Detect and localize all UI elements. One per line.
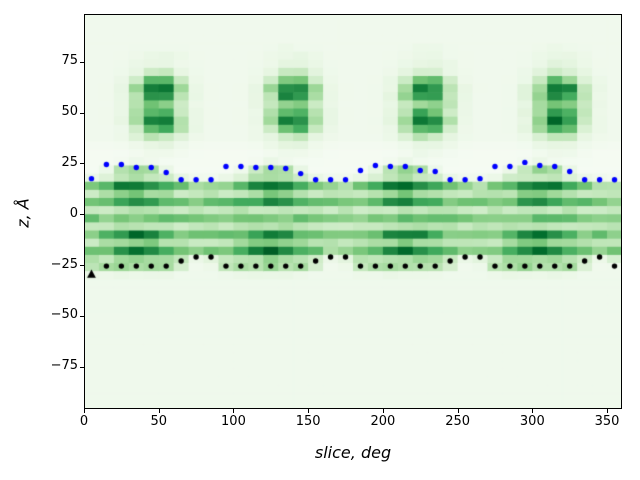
y-tick-label: 25 xyxy=(61,154,78,170)
y-tick-mark xyxy=(80,315,84,317)
y-tick-label: −75 xyxy=(50,358,78,374)
y-tick-mark xyxy=(80,265,84,267)
x-tick-mark xyxy=(158,409,160,413)
x-axis-label: slice, deg xyxy=(314,443,392,462)
y-tick-mark xyxy=(80,366,84,368)
x-tick-mark xyxy=(308,409,310,413)
x-tick-mark xyxy=(607,409,609,413)
x-tick-mark xyxy=(233,409,235,413)
x-tick-label: 0 xyxy=(79,414,89,429)
y-tick-label: 0 xyxy=(69,205,78,221)
x-tick-label: 350 xyxy=(594,414,620,429)
x-tick-label: 150 xyxy=(295,414,321,429)
x-tick-label: 250 xyxy=(445,414,471,429)
y-tick-mark xyxy=(80,61,84,63)
y-tick-mark xyxy=(80,214,84,216)
x-tick-mark xyxy=(382,409,384,413)
heatmap-plot-area xyxy=(84,14,622,409)
y-tick-mark xyxy=(80,112,84,114)
x-tick-mark xyxy=(532,409,534,413)
x-tick-mark xyxy=(84,409,85,413)
x-tick-mark xyxy=(457,409,459,413)
y-tick-label: 75 xyxy=(61,53,78,69)
y-tick-mark xyxy=(80,163,84,165)
x-tick-label: 300 xyxy=(519,414,545,429)
x-tick-label: 200 xyxy=(370,414,396,429)
y-axis-label: z, Å xyxy=(13,198,33,228)
y-tick-label: 50 xyxy=(61,104,78,120)
x-tick-label: 50 xyxy=(150,414,167,429)
y-tick-label: −25 xyxy=(50,256,78,272)
y-tick-label: −50 xyxy=(50,307,78,323)
x-tick-label: 100 xyxy=(221,414,246,429)
